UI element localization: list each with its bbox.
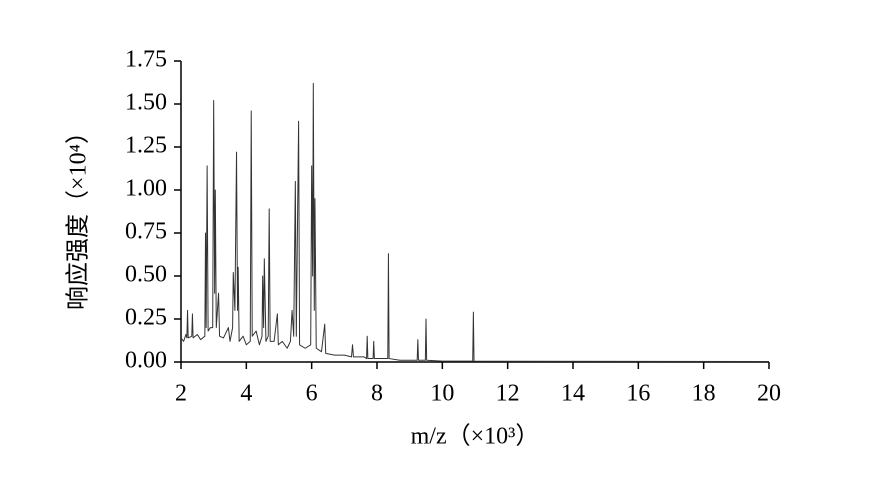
x-tick-label: 20	[757, 381, 781, 407]
y-tick-label: 1.25	[125, 133, 167, 159]
y-tick-label: 0.50	[125, 262, 167, 288]
x-tick-label: 4	[240, 381, 252, 407]
y-tick-label: 0.25	[125, 305, 167, 331]
x-tick-label: 10	[430, 381, 454, 407]
x-axis-label: m/z（×10³）	[411, 424, 540, 450]
x-tick-label: 2	[175, 381, 187, 407]
spectrum-line	[180, 82, 770, 362]
x-tick-label: 14	[561, 381, 585, 407]
x-tick-label: 12	[496, 381, 520, 407]
y-tick-label: 1.00	[125, 176, 167, 202]
y-tick-label: 0.75	[125, 219, 167, 245]
x-tick-label: 16	[626, 381, 650, 407]
y-axis-label: 响应强度（×10⁴）	[65, 120, 92, 310]
x-tick-label: 8	[371, 381, 383, 407]
y-tick-label: 1.75	[125, 47, 167, 73]
y-tick-label: 1.50	[125, 90, 167, 116]
y-tick-label: 0.00	[125, 348, 167, 374]
x-tick-label: 18	[692, 381, 716, 407]
x-tick-label: 6	[306, 381, 318, 407]
